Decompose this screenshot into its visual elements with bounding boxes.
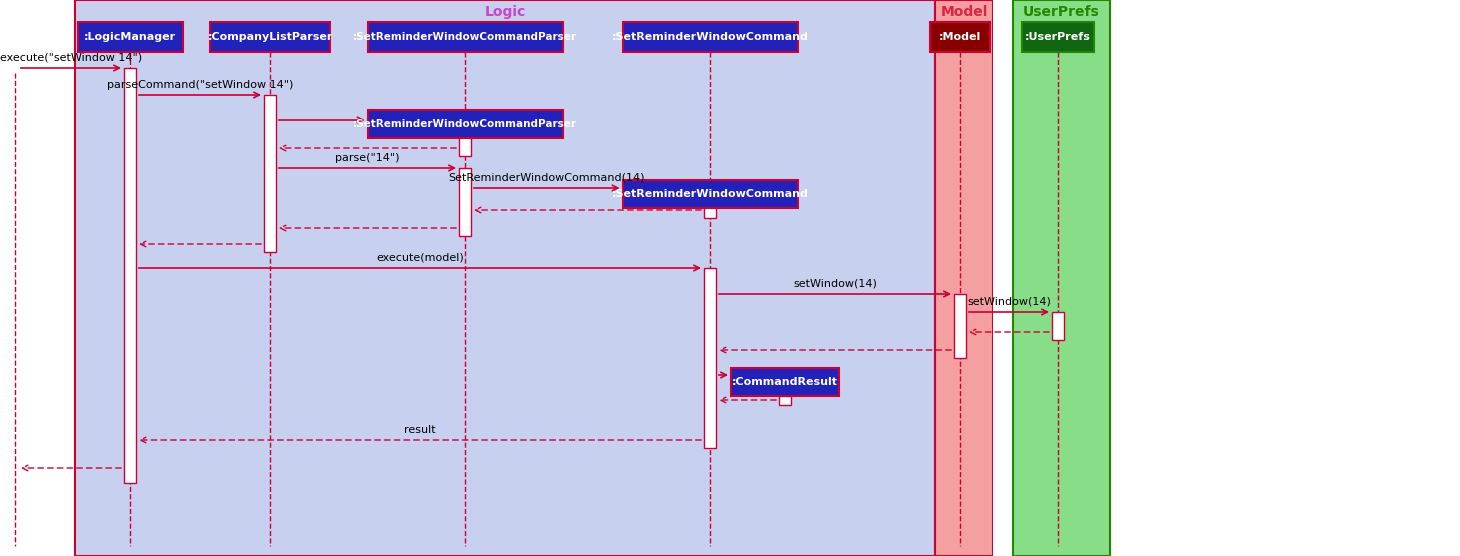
Bar: [1022, 22, 1094, 52]
Text: :SetReminderWindowCommand: :SetReminderWindowCommand: [612, 189, 809, 199]
Bar: [1053, 312, 1064, 340]
Text: :SetReminderWindowCommandParser: :SetReminderWindowCommandParser: [353, 32, 577, 42]
Bar: [622, 180, 797, 208]
Bar: [77, 22, 182, 52]
Bar: [930, 22, 990, 52]
Bar: [704, 268, 715, 448]
Text: parse("14"): parse("14"): [336, 153, 400, 163]
Text: execute("setWindow 14"): execute("setWindow 14"): [0, 53, 142, 63]
Bar: [458, 120, 472, 156]
Bar: [934, 0, 993, 556]
Text: :SetReminderWindowCommand: :SetReminderWindowCommand: [612, 32, 809, 42]
Bar: [458, 168, 472, 236]
Bar: [368, 22, 562, 52]
Bar: [124, 68, 136, 483]
Text: setWindow(14): setWindow(14): [967, 297, 1051, 307]
Text: SetReminderWindowCommand(14): SetReminderWindowCommand(14): [448, 173, 645, 183]
Text: :UserPrefs: :UserPrefs: [1025, 32, 1091, 42]
Bar: [731, 368, 840, 396]
Text: :CommandResult: :CommandResult: [731, 377, 838, 387]
Text: UserPrefs: UserPrefs: [1023, 5, 1099, 19]
Bar: [953, 294, 967, 358]
Bar: [622, 22, 797, 52]
Bar: [1013, 0, 1110, 556]
Bar: [780, 396, 791, 405]
Text: :CompanyListParser: :CompanyListParser: [207, 32, 333, 42]
Text: result: result: [404, 425, 437, 435]
Bar: [368, 110, 562, 138]
Text: execute(model): execute(model): [377, 253, 464, 263]
Bar: [210, 22, 330, 52]
Bar: [704, 188, 715, 218]
Text: :LogicManager: :LogicManager: [83, 32, 177, 42]
Text: Logic: Logic: [485, 5, 526, 19]
Bar: [264, 95, 276, 252]
Text: :Model: :Model: [939, 32, 981, 42]
Text: setWindow(14): setWindow(14): [793, 279, 877, 289]
Bar: [993, 0, 1013, 556]
Bar: [74, 0, 934, 556]
Text: :SetReminderWindowCommandParser: :SetReminderWindowCommandParser: [353, 119, 577, 129]
Text: parseCommand("setWindow 14"): parseCommand("setWindow 14"): [107, 80, 293, 90]
Text: Model: Model: [940, 5, 987, 19]
